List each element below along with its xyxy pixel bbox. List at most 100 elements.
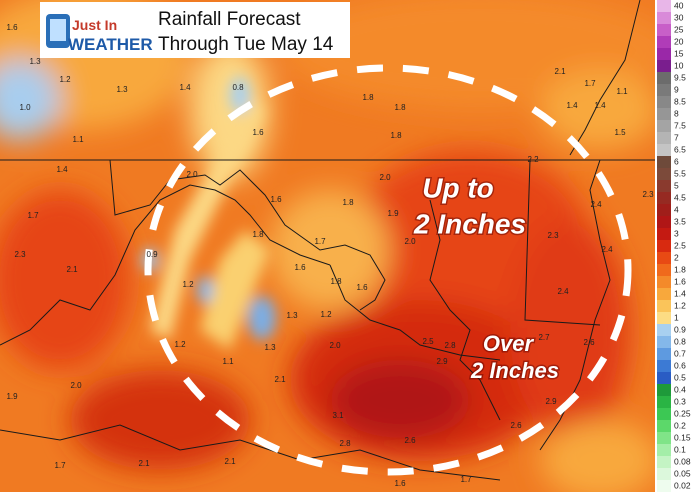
map-value: 1.4 [594, 101, 606, 110]
map-value: 2.1 [138, 459, 150, 468]
legend-swatch [657, 276, 671, 288]
legend-swatch [657, 336, 671, 348]
map-value: 0.9 [146, 250, 158, 259]
legend-swatch [657, 0, 671, 12]
legend-swatch [657, 96, 671, 108]
annotation: Over [483, 331, 535, 356]
map-value: 2.1 [66, 265, 78, 274]
legend: 40 30 25 20 15 10 9.5 9 8.5 8 7.5 7 6.5 6 5.5 5 4.5 4 3.5 3… [657, 0, 691, 492]
legend-swatch [657, 216, 671, 228]
legend-label: 6 [674, 156, 679, 166]
legend-label: 30 [674, 12, 684, 22]
map-value: 1.8 [330, 277, 342, 286]
map-value: 2.6 [583, 338, 595, 347]
legend-swatch [657, 84, 671, 96]
map-value: 1.9 [6, 392, 18, 401]
legend-swatch [657, 168, 671, 180]
legend-label: 5 [674, 180, 679, 190]
annotation: 2 Inches [470, 358, 559, 383]
map-value: 2.0 [186, 170, 198, 179]
legend-swatch [657, 36, 671, 48]
legend-swatch [657, 432, 671, 444]
map-value: 1.7 [27, 211, 39, 220]
map-value: 2.3 [547, 231, 559, 240]
map-value: 1.0 [19, 103, 31, 112]
legend-swatch [657, 480, 671, 492]
map-value: 2.4 [590, 200, 602, 209]
map-value: 2.0 [379, 173, 391, 182]
map-value: 1.3 [29, 57, 41, 66]
map-value: 1.8 [252, 230, 264, 239]
legend-label: 0.9 [674, 324, 686, 334]
map-value: 1.8 [342, 198, 354, 207]
legend-swatch [657, 192, 671, 204]
legend-label: 0.05 [674, 468, 691, 478]
map-value: 2.9 [545, 397, 557, 406]
logo-top: Just In [72, 17, 117, 33]
annotation: 2 Inches [413, 208, 526, 239]
legend-label: 0.6 [674, 360, 686, 370]
map-shading [0, 0, 655, 492]
forecast-outline [144, 64, 632, 476]
legend-swatch [657, 420, 671, 432]
logo-screen [50, 19, 66, 41]
map-value: 1.6 [356, 283, 368, 292]
map-value: 2.1 [224, 457, 236, 466]
map-value: 1.7 [314, 237, 326, 246]
map-value: 1.1 [222, 357, 234, 366]
map-value: 2.0 [70, 381, 82, 390]
legend-label: 0.25 [674, 408, 691, 418]
legend-label: 9.5 [674, 72, 686, 82]
map-value: 2.8 [339, 439, 351, 448]
legend-label: 0.8 [674, 336, 686, 346]
legend-swatch [657, 384, 671, 396]
legend-swatch [657, 396, 671, 408]
map-value: 1.2 [174, 340, 186, 349]
legend-label: 1.6 [674, 276, 686, 286]
legend-swatch [657, 312, 671, 324]
map-value: 1.2 [320, 310, 332, 319]
logo-bottom: WEATHER [68, 35, 153, 54]
legend-label: 7.5 [674, 120, 686, 130]
legend-swatch [657, 348, 671, 360]
legend-label: 1.8 [674, 264, 686, 274]
legend-label: 2 [674, 252, 679, 262]
map-values: 1.6 1.3 1.2 1.3 1.4 0.8 1.0 1.1 1.6 1.8 1.8 1.8 2.1 1… [6, 23, 654, 488]
map-value: 1.3 [286, 311, 298, 320]
map-value: 1.8 [362, 93, 374, 102]
legend-label: 8 [674, 108, 679, 118]
map-value: 1.5 [614, 128, 626, 137]
legend-swatch [657, 156, 671, 168]
map-value: 2.6 [510, 421, 522, 430]
legend-swatch [657, 12, 671, 24]
map-value: 2.5 [422, 337, 434, 346]
map-value: 1.6 [252, 128, 264, 137]
map-value: 1.1 [72, 135, 84, 144]
legend-swatch [657, 408, 671, 420]
legend-label: 0.4 [674, 384, 686, 394]
map-value: 2.0 [329, 341, 341, 350]
legend-swatch [657, 228, 671, 240]
annotation: Up to [422, 172, 494, 203]
title-line2: Through Tue May 14 [158, 34, 334, 55]
legend-swatch [657, 372, 671, 384]
legend-label: 0.1 [674, 444, 686, 454]
map-value: 2.6 [404, 436, 416, 445]
legend-swatch [657, 204, 671, 216]
map-value: 2.0 [404, 237, 416, 246]
legend-label: 5.5 [674, 168, 686, 178]
legend-label: 0.2 [674, 420, 686, 430]
map-value: 2.2 [527, 155, 539, 164]
legend-swatch [657, 468, 671, 480]
legend-label: 1.4 [674, 288, 686, 298]
map-value: 2.3 [14, 250, 26, 259]
legend-label: 8.5 [674, 96, 686, 106]
map-value: 1.1 [616, 87, 628, 96]
map-value: 1.8 [394, 103, 406, 112]
title-box: Just In WEATHER Rainfall Forecast Throug… [40, 2, 350, 58]
map-value: 2.4 [601, 245, 613, 254]
legend-label: 4 [674, 204, 679, 214]
map-value: 1.7 [584, 79, 596, 88]
map-value: 1.9 [387, 209, 399, 218]
legend-label: 0.08 [674, 456, 691, 466]
